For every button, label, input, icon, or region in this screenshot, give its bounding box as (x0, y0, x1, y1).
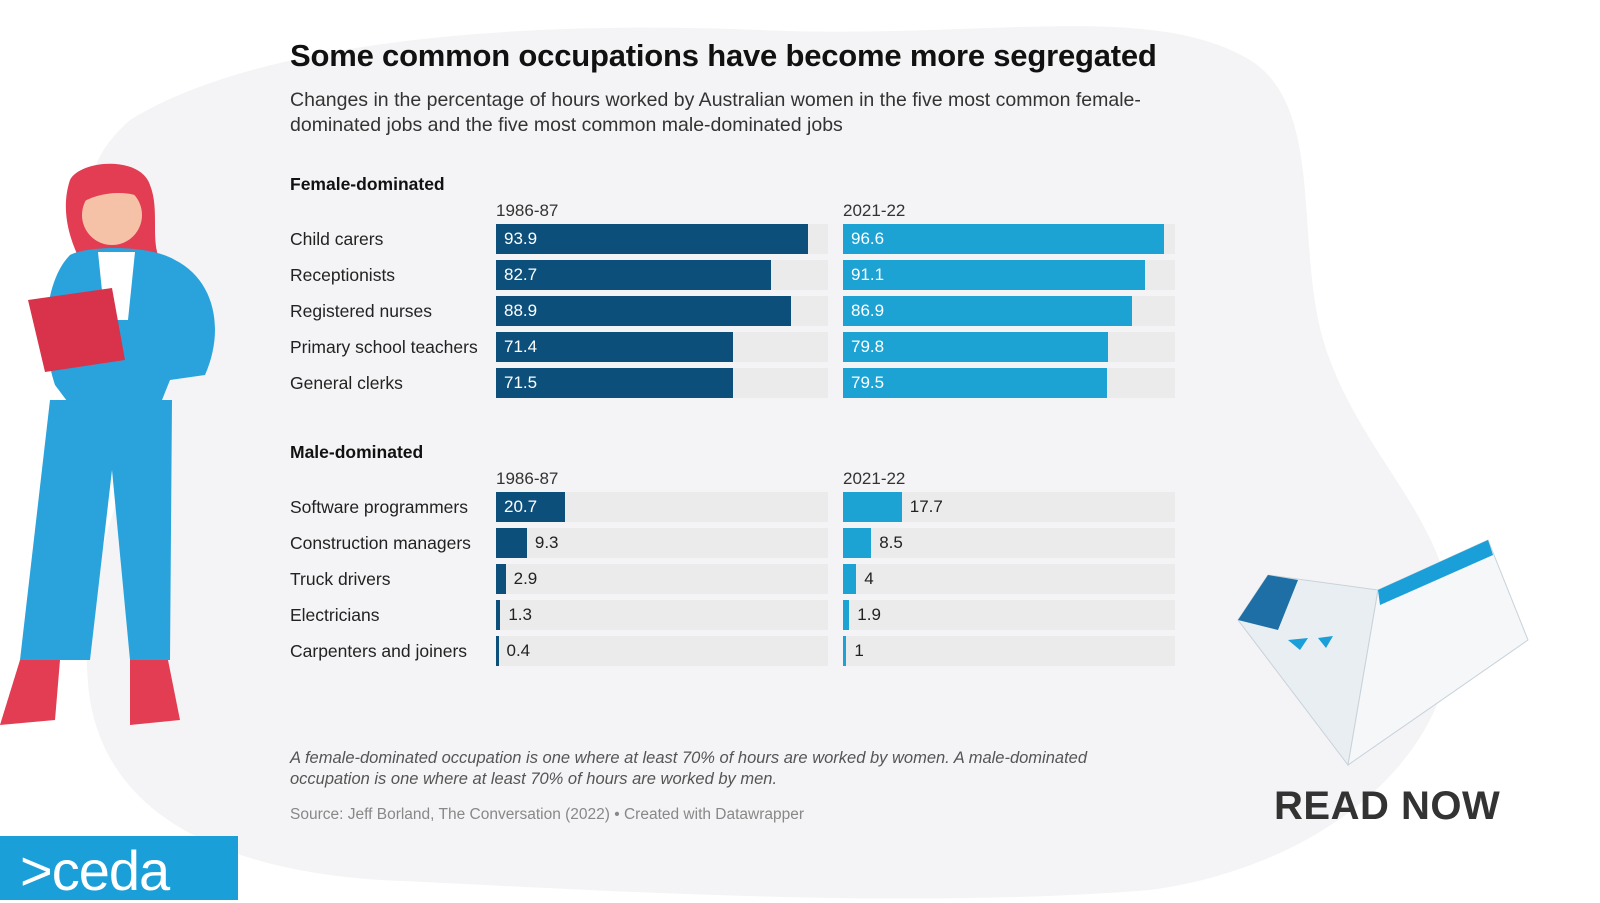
data-label: 2.9 (513, 569, 538, 588)
bar-track: 1 (843, 636, 1175, 666)
bar (843, 492, 902, 522)
jacket-shape (46, 248, 215, 405)
data-label: 91.1 (851, 265, 885, 284)
open-report-magazine-illustration (1237, 539, 1529, 767)
bar (843, 368, 1107, 398)
chart: Some common occupations have become more… (290, 38, 1210, 712)
bar-track: 82.7 (496, 260, 828, 290)
magazine-left-cover-stripe (1238, 575, 1298, 630)
read-now-button[interactable]: READ NOW (1274, 784, 1501, 828)
left-shoe-shape (0, 660, 60, 725)
bar-track: 1.9 (843, 600, 1175, 630)
category-label: Receptionists (290, 265, 396, 285)
bar-track: 71.5 (496, 368, 828, 398)
bar (496, 332, 734, 362)
right-shoe-shape (130, 660, 180, 725)
data-label: 1.3 (508, 605, 532, 624)
bar-track: 8.5 (843, 528, 1175, 558)
column-header: 1986-87 (496, 201, 559, 220)
bar-track: 88.9 (496, 296, 828, 326)
chart-subtitle: Changes in the percentage of hours worke… (290, 89, 1141, 136)
bar-group-1: Male-dominated 1986-87 2021-22 Software pro… (290, 442, 1210, 712)
column-header: 1986-87 (496, 469, 559, 488)
bar-track: 96.6 (843, 224, 1175, 254)
bar (843, 332, 1108, 362)
bar-track: 9.3 (496, 528, 828, 558)
data-label: 20.7 (504, 497, 538, 516)
bar-track: 79.5 (843, 368, 1175, 398)
data-label: 8.5 (879, 533, 903, 552)
bar (496, 528, 527, 558)
ceda-logo[interactable]: >ceda (0, 836, 238, 902)
bar-track: 4 (843, 564, 1175, 594)
bar (496, 492, 565, 522)
category-label: Software programmers (290, 497, 468, 517)
bar-track: 0.4 (496, 636, 828, 666)
bar (496, 224, 808, 254)
category-label: Primary school teachers (290, 337, 478, 357)
data-label: 86.9 (851, 301, 885, 320)
logo-text: >ceda (20, 839, 170, 902)
bar (843, 528, 872, 558)
chart-source: Source: Jeff Borland, The Conversation (… (290, 806, 805, 823)
bar (496, 564, 506, 594)
data-label: 71.4 (504, 337, 538, 356)
data-label: 82.7 (504, 265, 538, 284)
bar (843, 260, 1146, 290)
bar-track: 71.4 (496, 332, 828, 362)
hair-fringe-shape (78, 176, 148, 205)
woman-with-tablet-illustration (0, 163, 215, 725)
data-label: 71.5 (504, 373, 538, 392)
magazine-right-header (1378, 540, 1493, 605)
category-label: Electricians (290, 605, 380, 625)
data-label: 17.7 (909, 497, 943, 516)
category-label: General clerks (290, 373, 403, 393)
data-label: 0.4 (506, 641, 531, 660)
bar (843, 600, 850, 630)
bar-group-0: Female-dominated 1986-87 2021-22 Child care… (290, 174, 1210, 444)
group-label: Male-dominated (290, 442, 424, 462)
bar-track: 2.9 (496, 564, 828, 594)
bar (496, 636, 499, 666)
face-shape (82, 185, 142, 245)
tablet-shape (28, 288, 125, 372)
data-label: 79.5 (851, 373, 885, 392)
bar (496, 600, 501, 630)
chart-title: Some common occupations have become more… (290, 38, 1157, 73)
data-label: 96.6 (851, 229, 885, 248)
bar (843, 564, 857, 594)
data-label: 88.9 (504, 301, 538, 320)
bar-track: 17.7 (843, 492, 1175, 522)
magazine-chart-mark (1288, 636, 1333, 650)
bar-track: 91.1 (843, 260, 1175, 290)
bar (496, 368, 734, 398)
bar (843, 296, 1132, 326)
group-label: Female-dominated (290, 174, 445, 194)
bar (496, 260, 771, 290)
bar-track: 79.8 (843, 332, 1175, 362)
bar-track: 1.3 (496, 600, 828, 630)
bar (496, 296, 792, 326)
bar-track: 93.9 (496, 224, 828, 254)
bar-track: 86.9 (843, 296, 1175, 326)
column-header: 2021-22 (843, 201, 906, 220)
data-label: 93.9 (504, 229, 538, 248)
trousers-shape (20, 400, 172, 660)
data-label: 9.3 (534, 533, 559, 552)
data-label: 4 (864, 569, 874, 588)
data-label: 79.8 (851, 337, 885, 356)
category-label: Child carers (290, 229, 384, 249)
category-label: Carpenters and joiners (290, 641, 468, 661)
bar (843, 636, 847, 666)
category-label: Registered nurses (290, 301, 433, 321)
data-label: 1 (854, 641, 864, 660)
bar (843, 224, 1164, 254)
column-header: 2021-22 (843, 469, 906, 488)
chart-footnote: A female-dominated occupation is one whe… (290, 749, 1088, 788)
category-label: Construction managers (290, 533, 471, 553)
category-label: Truck drivers (290, 569, 391, 589)
chart-groups: Female-dominated 1986-87 2021-22 Child care… (290, 174, 1210, 712)
data-label: 1.9 (857, 605, 881, 624)
bar-track: 20.7 (496, 492, 828, 522)
